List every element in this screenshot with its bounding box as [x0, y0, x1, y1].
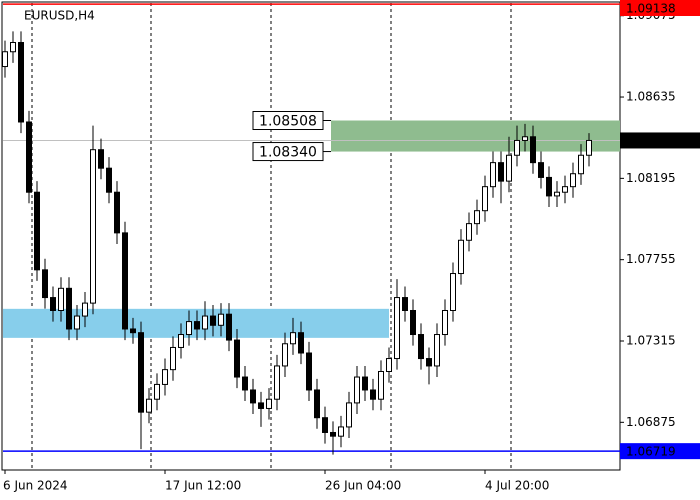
candle-body	[434, 334, 440, 367]
candle-body	[298, 332, 304, 354]
price-tag-label: 1.09138	[626, 2, 676, 16]
candle-body	[458, 239, 464, 275]
candle-body	[250, 389, 256, 404]
candle-body	[162, 369, 168, 385]
plot-frame	[1, 1, 621, 471]
candle-body	[82, 302, 88, 317]
candle-body	[282, 343, 288, 367]
price-tag-label: 1.08400	[626, 134, 676, 148]
candle-body	[242, 376, 248, 391]
candle-body	[290, 332, 296, 345]
zone	[331, 120, 620, 152]
candle-body	[154, 383, 160, 400]
price-tag-label: 1.06719	[626, 445, 676, 459]
candle-body	[498, 162, 504, 182]
candle-body	[218, 313, 224, 326]
candle-body	[522, 136, 528, 141]
candle-body	[482, 186, 488, 212]
candle-body	[186, 321, 192, 336]
candle-body	[66, 287, 72, 330]
candle-body	[122, 232, 128, 330]
y-tick-label: 1.07755	[626, 252, 676, 266]
candle-body	[578, 154, 584, 175]
candle-body	[138, 332, 144, 413]
y-tick-label: 1.08635	[626, 90, 676, 104]
y-tick-label: 1.06875	[626, 415, 676, 429]
candle-body	[346, 402, 352, 428]
candle-body	[442, 309, 448, 336]
candle-body	[178, 334, 184, 348]
candle-body	[10, 42, 16, 53]
candle-body	[42, 269, 48, 299]
candle-body	[34, 191, 40, 271]
candle-body	[394, 297, 400, 360]
candle-body	[306, 352, 312, 391]
y-tick-label: 1.08195	[626, 171, 676, 185]
x-tick-label: 4 Jul 20:00	[485, 479, 549, 493]
candle-body	[18, 42, 24, 123]
candle-body	[274, 365, 280, 400]
candle-body	[450, 273, 456, 311]
candle-body	[2, 51, 8, 68]
candle-body	[514, 139, 520, 156]
candle-body	[226, 313, 232, 341]
zone-label: 1.08340	[259, 145, 317, 161]
candle-body	[362, 376, 368, 391]
candle-body	[466, 223, 472, 241]
candle-body	[586, 139, 592, 156]
candle-body	[98, 149, 104, 169]
candle-body	[402, 297, 408, 311]
x-tick-label: 26 Jun 04:00	[325, 479, 401, 493]
chart-title: EURUSD,H4	[24, 9, 95, 23]
zone-label: 1.08508	[259, 114, 317, 130]
candle-body	[554, 191, 560, 197]
candle-body	[562, 186, 568, 193]
candle-body	[74, 315, 80, 330]
candle-body	[410, 309, 416, 336]
x-tick-label: 6 Jun 2024	[3, 479, 68, 493]
candle-body	[322, 417, 328, 433]
candle-body	[386, 358, 392, 372]
candle-body	[130, 328, 136, 334]
candle-body	[538, 162, 544, 178]
candle-body	[314, 389, 320, 419]
candle-body	[378, 370, 384, 400]
candle-body	[26, 121, 32, 193]
candle-body	[354, 376, 360, 404]
candle-body	[266, 398, 272, 409]
candle-body	[202, 315, 208, 330]
candle-body	[506, 154, 512, 182]
candle-body	[546, 176, 552, 197]
y-tick-label: 1.07315	[626, 333, 676, 347]
candle-body	[418, 334, 424, 360]
candle-body	[234, 339, 240, 378]
candle-body	[170, 346, 176, 371]
candle-body	[90, 149, 96, 304]
candle-body	[258, 402, 264, 409]
candle-body	[58, 287, 64, 311]
price-tag	[620, 443, 700, 460]
candle-body	[530, 136, 536, 164]
candle-body	[370, 389, 376, 400]
candle-body	[194, 321, 200, 330]
candle-body	[426, 358, 432, 367]
candle-body	[106, 167, 112, 193]
price-tag	[620, 0, 700, 16]
candle-body	[114, 191, 120, 234]
candle-body	[490, 162, 496, 188]
candle-body	[474, 210, 480, 225]
candle-body	[50, 297, 56, 311]
candle-body	[570, 173, 576, 188]
candle-body	[146, 398, 152, 413]
candle-body	[330, 431, 336, 437]
candle-body	[338, 426, 344, 437]
price-tag	[620, 132, 700, 149]
x-tick-label: 17 Jun 12:00	[165, 479, 241, 493]
candle-body	[210, 315, 216, 326]
